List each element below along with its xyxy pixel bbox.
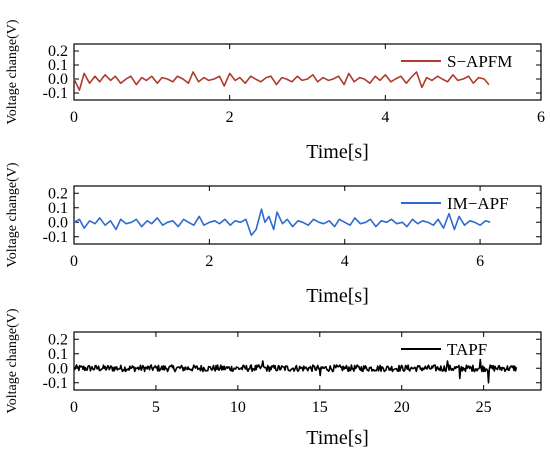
plot-frame <box>73 43 542 101</box>
legend-label: S−APFM <box>447 52 512 71</box>
x-tick-label: 2 <box>205 253 213 270</box>
chart-panel-2: 0.20.10.0-0.10 2 4 6 Time[s] Voltage change(V… <box>5 162 542 307</box>
x-tick-label: 6 <box>476 253 484 270</box>
y-tick-label: 0.1 <box>48 346 68 363</box>
x-tick-label: 0 <box>70 399 78 416</box>
x-tick-label: 4 <box>381 109 389 126</box>
x-tick-label: 0 <box>70 253 78 270</box>
y-tick-label: 0.0 <box>48 360 68 377</box>
y-tick-label: 0.1 <box>48 200 68 217</box>
series-line <box>73 208 491 237</box>
y-tick-label: 0.2 <box>48 43 68 60</box>
legend-label: TAPF <box>447 340 487 359</box>
series-line <box>73 358 518 384</box>
y-tick-label: -0.1 <box>43 85 68 102</box>
x-tick-label: 10 <box>230 399 246 416</box>
x-axis-label: Time[s] <box>306 285 369 307</box>
x-axis-label: Time[s] <box>306 141 369 163</box>
plot-frame <box>73 185 542 245</box>
y-axis-label: Voltage change(V) <box>5 308 20 413</box>
x-tick-label: 25 <box>476 399 492 416</box>
y-tick-label: 0.2 <box>48 185 68 202</box>
x-tick-label: 20 <box>394 399 410 416</box>
series-line <box>73 71 490 91</box>
chart-panel-3: 0.20.10.0-0.10 5 10 15 20 25 Time[s] Voltage ch… <box>5 308 542 449</box>
y-tick-label: -0.1 <box>43 375 68 392</box>
y-axis-label: Voltage change(V) <box>5 19 20 124</box>
x-tick-label: 15 <box>312 399 328 416</box>
x-tick-label: 5 <box>152 399 160 416</box>
y-axis-label: Voltage change(V) <box>5 162 20 267</box>
y-tick-label: -0.1 <box>43 229 68 246</box>
x-tick-label: 0 <box>70 109 78 126</box>
x-tick-label: 4 <box>341 253 349 270</box>
x-tick-label: 2 <box>226 109 234 126</box>
y-tick-label: 0.0 <box>48 71 68 88</box>
chart-panel-1: 0.20.10.0-0.10 2 4 6 Time[s] Voltage change(V… <box>5 19 545 163</box>
y-tick-label: 0.2 <box>48 331 68 348</box>
y-tick-label: 0.0 <box>48 214 68 231</box>
plot-frame <box>73 331 542 391</box>
legend-label: IM−APF <box>447 194 509 213</box>
x-tick-label: 6 <box>537 109 545 126</box>
y-tick-label: 0.1 <box>48 57 68 74</box>
x-axis-label: Time[s] <box>306 427 369 449</box>
